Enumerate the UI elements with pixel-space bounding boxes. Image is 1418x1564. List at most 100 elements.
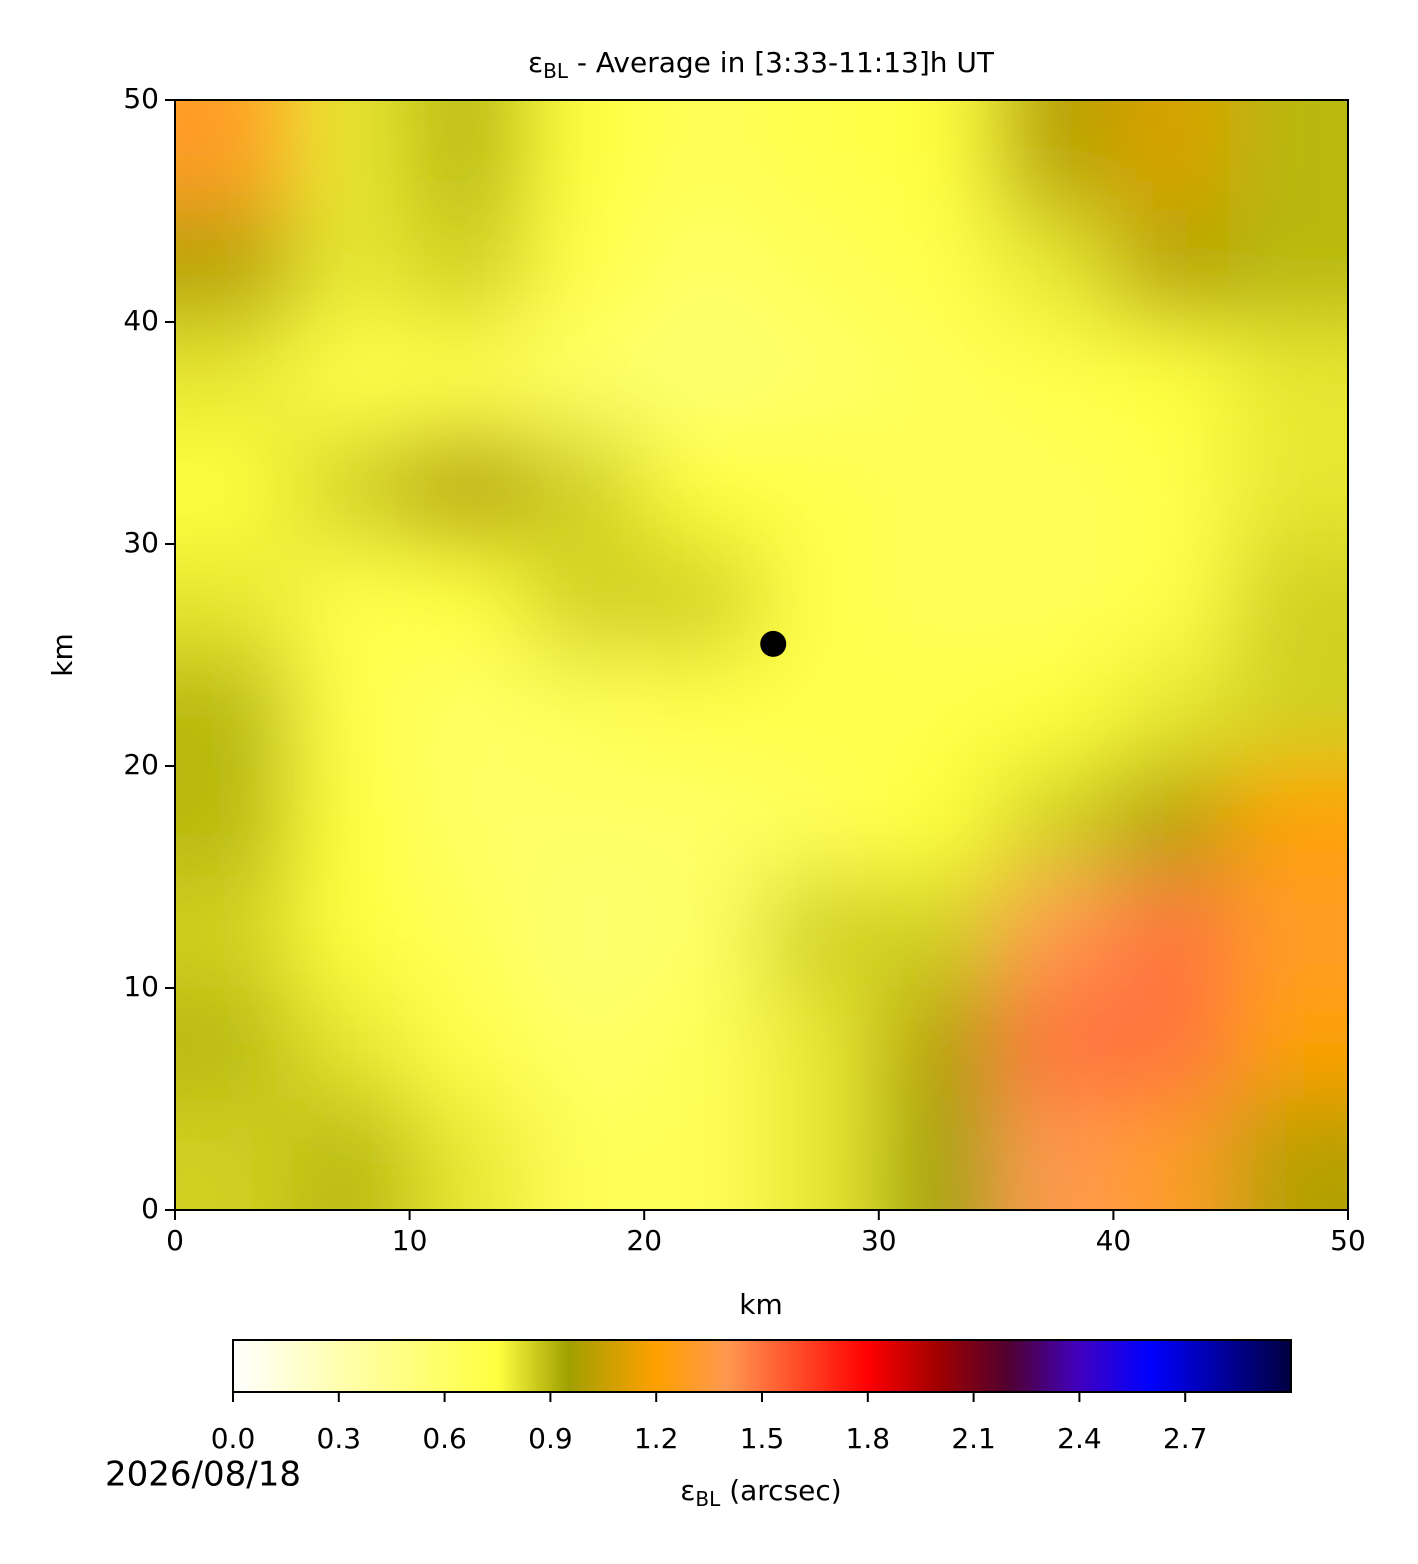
heatmap-cell bbox=[996, 211, 1114, 322]
heatmap bbox=[175, 100, 1348, 1210]
heatmap-cell bbox=[644, 100, 762, 211]
heatmap-cell bbox=[996, 766, 1114, 877]
heatmap-cell bbox=[292, 655, 410, 766]
heatmap-cell bbox=[1113, 322, 1231, 433]
heatmap-cell bbox=[761, 433, 879, 544]
heatmap-cell bbox=[175, 1099, 293, 1210]
heatmap-cell bbox=[1113, 877, 1231, 988]
heatmap-cell bbox=[878, 322, 997, 433]
heatmap-cell bbox=[761, 211, 879, 322]
heatmap-cell bbox=[409, 766, 527, 877]
heatmap-cell bbox=[878, 544, 997, 655]
site-marker bbox=[760, 630, 787, 657]
heatmap-cell bbox=[878, 877, 997, 988]
heatmap-cell bbox=[526, 100, 645, 211]
heatmap-cell bbox=[292, 877, 410, 988]
y-tick-label: 20 bbox=[123, 748, 159, 781]
heatmap-cell bbox=[878, 211, 997, 322]
heatmap-cell bbox=[526, 766, 645, 877]
heatmap-cell bbox=[1113, 1099, 1231, 1210]
heatmap-cell bbox=[1113, 433, 1231, 544]
x-tick-label: 20 bbox=[626, 1224, 662, 1257]
colorbar-unit: (arcsec) bbox=[720, 1474, 841, 1507]
heatmap-cell bbox=[761, 988, 879, 1099]
heatmap-cell bbox=[409, 877, 527, 988]
plot-frame bbox=[174, 99, 1349, 1211]
heatmap-cell bbox=[526, 211, 645, 322]
y-tick-label: 30 bbox=[123, 526, 159, 559]
heatmap-cell bbox=[1230, 322, 1348, 433]
heatmap-cell bbox=[175, 544, 293, 655]
heatmap-cell bbox=[409, 211, 527, 322]
heatmap-cell bbox=[644, 211, 762, 322]
heatmap-cell bbox=[644, 544, 762, 655]
heatmap-cell bbox=[878, 988, 997, 1099]
heatmap-cell bbox=[996, 544, 1114, 655]
colorbar bbox=[232, 1339, 1292, 1393]
colorbar-tick-label: 1.8 bbox=[846, 1422, 891, 1455]
heatmap-cell bbox=[644, 433, 762, 544]
heatmap-cell bbox=[526, 544, 645, 655]
heatmap-cell bbox=[761, 877, 879, 988]
heatmap-cell bbox=[1230, 988, 1348, 1099]
heatmap-cell bbox=[644, 322, 762, 433]
heatmap-cell bbox=[526, 988, 645, 1099]
heatmap-cell bbox=[292, 433, 410, 544]
x-tick-label: 10 bbox=[392, 1224, 428, 1257]
heatmap-cell bbox=[526, 322, 645, 433]
heatmap-cell bbox=[526, 877, 645, 988]
colorbar-tick-label: 0.6 bbox=[422, 1422, 467, 1455]
heatmap-cell bbox=[761, 766, 879, 877]
title-symbol: ε bbox=[528, 46, 543, 79]
colorbar-subscript: BL bbox=[695, 1487, 721, 1511]
heatmap-cell bbox=[292, 1099, 410, 1210]
heatmap-cell bbox=[644, 988, 762, 1099]
title-text: - Average in [3:33-11:13]h UT bbox=[568, 46, 995, 79]
colorbar-tick-label: 1.2 bbox=[634, 1422, 679, 1455]
colorbar-tick-label: 2.4 bbox=[1057, 1422, 1102, 1455]
heatmap-cell bbox=[1230, 877, 1348, 988]
heatmap-cell bbox=[292, 988, 410, 1099]
colorbar-label: εBL (arcsec) bbox=[680, 1474, 841, 1511]
heatmap-cell bbox=[761, 322, 879, 433]
heatmap-cell bbox=[644, 877, 762, 988]
heatmap-field bbox=[175, 100, 1348, 1210]
y-tick-label: 0 bbox=[141, 1192, 159, 1225]
heatmap-cell bbox=[175, 877, 293, 988]
heatmap-cell bbox=[1113, 655, 1231, 766]
chart-title: εBL - Average in [3:33-11:13]h UT bbox=[528, 46, 995, 83]
heatmap-cell bbox=[292, 544, 410, 655]
heatmap-cell bbox=[1113, 988, 1231, 1099]
heatmap-cell bbox=[1113, 211, 1231, 322]
heatmap-cell bbox=[409, 322, 527, 433]
heatmap-cell bbox=[878, 1099, 997, 1210]
heatmap-cell bbox=[175, 655, 293, 766]
heatmap-cell bbox=[409, 988, 527, 1099]
heatmap-cell bbox=[644, 766, 762, 877]
heatmap-cell bbox=[644, 655, 762, 766]
heatmap-cell bbox=[175, 100, 293, 211]
heatmap-cell bbox=[409, 655, 527, 766]
heatmap-cell bbox=[1113, 100, 1231, 211]
y-tick-label: 40 bbox=[123, 304, 159, 337]
heatmap-cell bbox=[1230, 655, 1348, 766]
heatmap-cell bbox=[996, 877, 1114, 988]
heatmap-cell bbox=[1230, 433, 1348, 544]
heatmap-cell bbox=[996, 433, 1114, 544]
colorbar-symbol: ε bbox=[680, 1474, 695, 1507]
heatmap-cell bbox=[1230, 544, 1348, 655]
heatmap-cell bbox=[526, 1099, 645, 1210]
title-subscript: BL bbox=[543, 59, 569, 83]
y-tick-label: 10 bbox=[123, 970, 159, 1003]
heatmap-cell bbox=[175, 322, 293, 433]
heatmap-cell bbox=[175, 988, 293, 1099]
heatmap-cell bbox=[175, 766, 293, 877]
heatmap-cell bbox=[1230, 211, 1348, 322]
x-tick-label: 0 bbox=[166, 1224, 184, 1257]
heatmap-cell bbox=[644, 1099, 762, 1210]
heatmap-cell bbox=[409, 1099, 527, 1210]
x-axis-label: km bbox=[739, 1288, 783, 1321]
colorbar-tick-label: 2.1 bbox=[951, 1422, 996, 1455]
colorbar-tick-label: 1.5 bbox=[740, 1422, 785, 1455]
